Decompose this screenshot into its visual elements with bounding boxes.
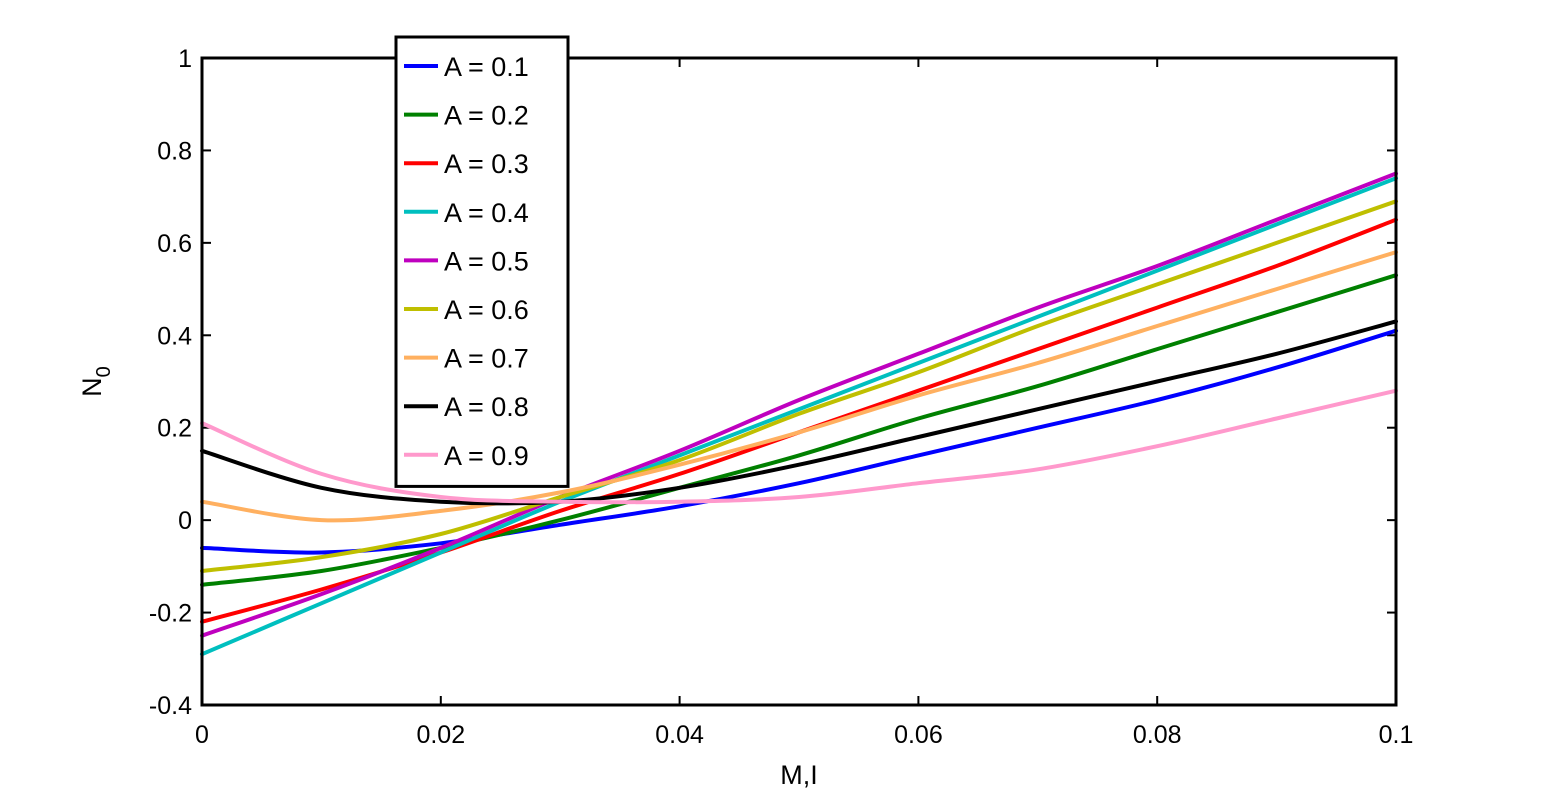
- x-tick-label: 0: [195, 721, 209, 749]
- series-line-a-0-8: [200, 319, 1398, 506]
- series-line-a-0-6: [200, 199, 1398, 573]
- plot-lines: [200, 171, 1398, 657]
- tick-labels: 0 0.02 0.04 0.06 0.08 0.1 -0.4 -0.2 0 0.2 0.4 0.6 0.…: [149, 45, 1413, 749]
- legend-label: A = 0.3: [444, 149, 529, 179]
- x-tick-label: 0.1: [1379, 721, 1414, 749]
- x-tick-label: 0.06: [894, 721, 943, 749]
- axis-ticks: [201, 57, 1397, 706]
- series-line-a-0-9: [200, 388, 1398, 505]
- y-tick-label: 0.2: [157, 415, 192, 443]
- legend-label: A = 0.8: [444, 392, 529, 422]
- legend-label: A = 0.9: [444, 441, 529, 471]
- y-tick-label: 1: [178, 45, 192, 73]
- series-line-a-0-5: [200, 171, 1398, 638]
- legend-label: A = 0.1: [444, 52, 529, 82]
- y-tick-label: 0.4: [157, 322, 192, 350]
- plot-area-frame: [200, 56, 1398, 707]
- legend: A = 0.1 A = 0.2 A = 0.3 A = 0.4 A = 0.5 A = 0…: [394, 35, 570, 488]
- y-tick-label: 0.6: [157, 230, 192, 258]
- series-line-a-0-4: [200, 176, 1398, 657]
- y-tick-label: 0.8: [157, 137, 192, 165]
- legend-label: A = 0.6: [444, 295, 529, 325]
- x-tick-label: 0.04: [655, 721, 704, 749]
- y-axis-label-subscript: 0: [93, 366, 115, 377]
- x-tick-label: 0.02: [416, 721, 465, 749]
- legend-label: A = 0.4: [444, 198, 529, 228]
- series-line-a-0-1: [200, 328, 1398, 555]
- series-line-a-0-7: [200, 250, 1398, 523]
- legend-label: A = 0.5: [444, 246, 529, 276]
- x-tick-label: 0.08: [1133, 721, 1182, 749]
- legend-label: A = 0.7: [444, 344, 529, 374]
- y-axis-label-main: N: [77, 377, 107, 397]
- y-tick-label: -0.4: [149, 692, 192, 720]
- series-line-a-0-2: [200, 273, 1398, 587]
- legend-label: A = 0.2: [444, 101, 529, 131]
- y-tick-label: 0: [178, 507, 192, 535]
- y-tick-label: -0.2: [149, 600, 192, 628]
- y-axis-label: N0: [77, 366, 115, 397]
- x-axis-label: M,I: [780, 760, 818, 790]
